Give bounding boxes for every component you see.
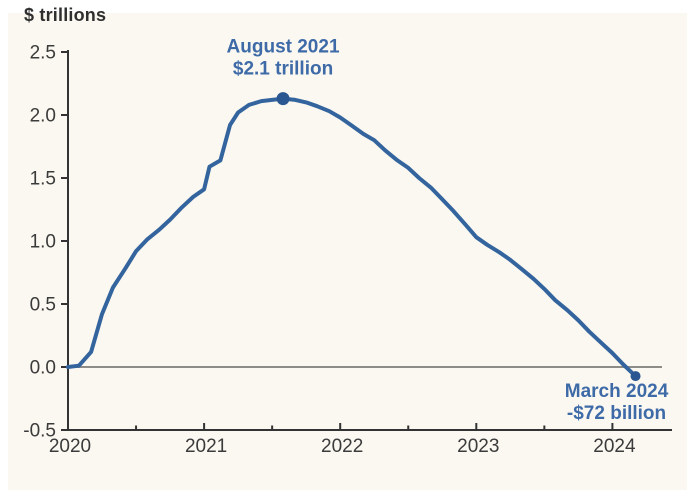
y-tick-label: 0.0	[30, 358, 56, 379]
x-tick-label: 2022	[321, 436, 363, 457]
data-line	[66, 96, 638, 379]
annotation-marker	[276, 92, 290, 106]
x-tick-label: 2023	[457, 436, 499, 457]
x-tick-label: 2021	[185, 436, 227, 457]
y-tick-label: -0.5	[23, 421, 56, 442]
annotation-text: $2.1 trillion	[233, 59, 333, 80]
y-tick-label: 0.5	[30, 295, 56, 316]
x-tick-label: 2024	[593, 436, 636, 457]
annotation-text: August 2021	[227, 37, 340, 58]
x-tick-label: 2020	[49, 436, 91, 457]
y-tick-label: 2.0	[30, 106, 56, 127]
y-tick-label: 1.0	[30, 232, 56, 253]
annotation-text: March 2024	[565, 381, 669, 402]
annotation-text: -$72 billion	[567, 403, 666, 424]
y-axis-unit-label: $ trillions	[24, 5, 107, 25]
y-tick-label: 2.5	[30, 43, 56, 64]
annotation-marker	[630, 371, 641, 382]
chart-panel	[8, 13, 687, 490]
y-tick-label: 1.5	[30, 169, 56, 190]
